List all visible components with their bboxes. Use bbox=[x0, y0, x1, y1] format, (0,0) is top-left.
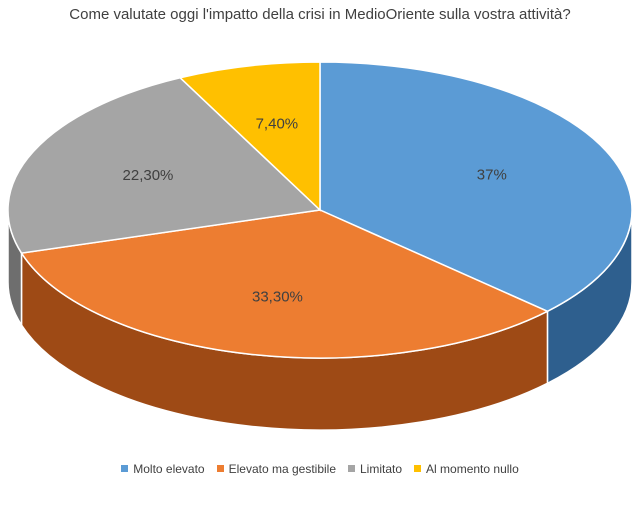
legend-swatch bbox=[414, 465, 422, 472]
legend-swatch bbox=[216, 465, 224, 472]
legend-item-elevato-ma-gestibile: Elevato ma gestibile bbox=[216, 462, 336, 476]
pie-slices bbox=[7, 61, 633, 359]
slice-elevato-ma-gestibile bbox=[20, 209, 550, 359]
legend-label: Al momento nullo bbox=[426, 462, 519, 476]
legend: Molto elevato Elevato ma gestibile Limitat… bbox=[0, 462, 640, 476]
data-label-al-momento-nullo: 7,40% bbox=[256, 116, 299, 133]
data-label-elevato-ma-gestibile: 33,30% bbox=[252, 288, 303, 305]
legend-swatch bbox=[121, 465, 129, 472]
slice-al-momento-nullo bbox=[178, 61, 321, 212]
data-label-limitato: 22,30% bbox=[123, 167, 174, 184]
slice-limitato bbox=[7, 76, 322, 254]
legend-item-molto-elevato: Molto elevato bbox=[121, 462, 205, 476]
slice-molto-elevato bbox=[319, 61, 633, 313]
chart-title: Come valutate oggi l'impatto della crisi… bbox=[69, 6, 571, 23]
data-labels: 37% 33,30% 22,30% 7,40% bbox=[123, 116, 507, 306]
legend-label: Molto elevato bbox=[133, 462, 205, 476]
legend-item-al-momento-nullo: Al momento nullo bbox=[414, 462, 519, 476]
legend-item-limitato: Limitato bbox=[348, 462, 402, 476]
legend-label: Elevato ma gestibile bbox=[228, 462, 336, 476]
legend-swatch bbox=[348, 465, 355, 472]
data-label-molto-elevato: 37% bbox=[477, 167, 507, 184]
legend-label: Limitato bbox=[360, 462, 403, 476]
